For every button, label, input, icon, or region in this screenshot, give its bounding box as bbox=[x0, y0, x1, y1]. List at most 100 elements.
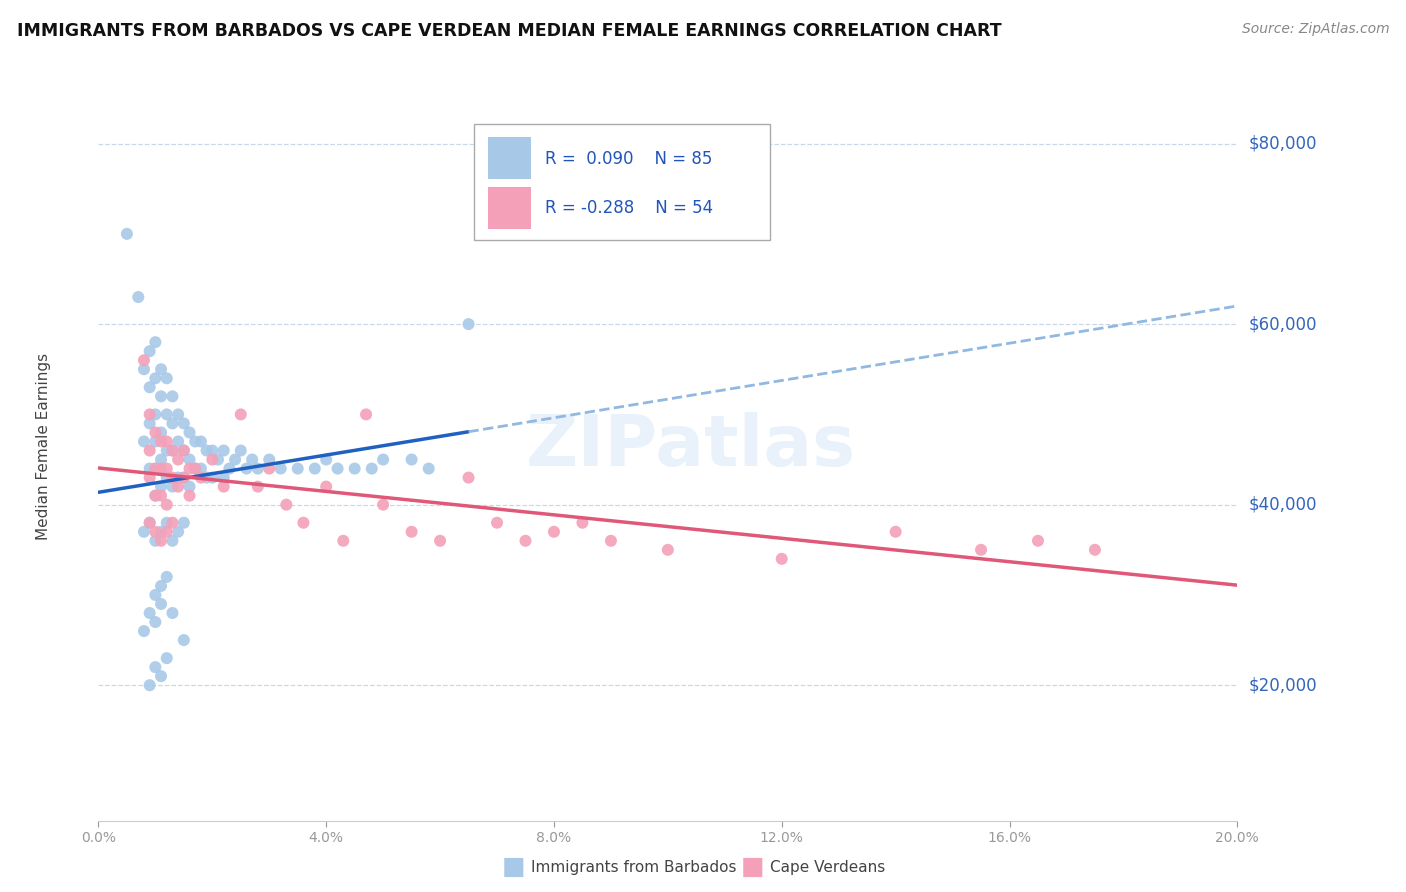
Point bbox=[132, 624, 155, 638]
Point bbox=[543, 524, 565, 539]
Point bbox=[167, 480, 190, 494]
Text: Cape Verdeans: Cape Verdeans bbox=[770, 860, 886, 874]
Point bbox=[179, 480, 201, 494]
Point bbox=[218, 461, 240, 475]
Text: Immigrants from Barbados: Immigrants from Barbados bbox=[531, 860, 737, 874]
Point bbox=[150, 669, 173, 683]
Point bbox=[315, 452, 337, 467]
Point bbox=[229, 408, 252, 422]
Point bbox=[212, 443, 235, 458]
Point bbox=[156, 443, 179, 458]
Point bbox=[162, 443, 184, 458]
Point bbox=[270, 461, 292, 475]
Point bbox=[201, 443, 224, 458]
Point bbox=[138, 443, 160, 458]
Point bbox=[138, 344, 160, 359]
Text: $60,000: $60,000 bbox=[1249, 315, 1317, 333]
Point bbox=[138, 417, 160, 431]
Point bbox=[190, 470, 212, 484]
Point bbox=[224, 452, 246, 467]
Point bbox=[145, 335, 167, 350]
Point bbox=[401, 452, 423, 467]
Point bbox=[246, 480, 269, 494]
Point bbox=[156, 651, 179, 665]
Point bbox=[240, 452, 263, 467]
FancyBboxPatch shape bbox=[488, 187, 531, 228]
FancyBboxPatch shape bbox=[474, 124, 770, 240]
Point bbox=[184, 461, 207, 475]
Point bbox=[162, 516, 184, 530]
Point bbox=[173, 470, 195, 484]
Point bbox=[173, 633, 195, 648]
Point bbox=[145, 371, 167, 385]
Point bbox=[162, 533, 184, 548]
Point bbox=[145, 660, 167, 674]
Point bbox=[246, 461, 269, 475]
Point bbox=[156, 434, 179, 449]
Text: $80,000: $80,000 bbox=[1249, 135, 1317, 153]
Point bbox=[156, 461, 179, 475]
Point bbox=[156, 498, 179, 512]
Point bbox=[145, 489, 167, 503]
Point bbox=[457, 317, 479, 331]
Point bbox=[162, 480, 184, 494]
Point bbox=[145, 588, 167, 602]
Point bbox=[770, 552, 793, 566]
Point bbox=[150, 362, 173, 376]
Point bbox=[343, 461, 366, 475]
Point bbox=[115, 227, 138, 241]
Text: ZIPatlas: ZIPatlas bbox=[526, 411, 856, 481]
Text: Source: ZipAtlas.com: Source: ZipAtlas.com bbox=[1241, 22, 1389, 37]
Point bbox=[145, 533, 167, 548]
Point bbox=[162, 417, 184, 431]
Point bbox=[162, 470, 184, 484]
Point bbox=[162, 389, 184, 403]
Point bbox=[207, 452, 229, 467]
Point bbox=[457, 470, 479, 484]
Point bbox=[145, 461, 167, 475]
Point bbox=[184, 461, 207, 475]
Point bbox=[150, 579, 173, 593]
Point bbox=[884, 524, 907, 539]
Point bbox=[150, 489, 173, 503]
Point bbox=[373, 498, 395, 512]
Point bbox=[292, 516, 315, 530]
Point bbox=[145, 524, 167, 539]
Text: R = -0.288    N = 54: R = -0.288 N = 54 bbox=[546, 200, 713, 218]
Point bbox=[970, 542, 993, 557]
Point bbox=[235, 461, 257, 475]
Point bbox=[167, 524, 190, 539]
Point bbox=[201, 452, 224, 467]
Point bbox=[145, 615, 167, 629]
Point bbox=[145, 425, 167, 440]
Point bbox=[212, 470, 235, 484]
Point bbox=[657, 542, 679, 557]
Point bbox=[360, 461, 382, 475]
Point bbox=[145, 408, 167, 422]
Point bbox=[179, 489, 201, 503]
Point bbox=[167, 470, 190, 484]
Point bbox=[162, 606, 184, 620]
Point bbox=[138, 516, 160, 530]
Point bbox=[332, 533, 354, 548]
Point bbox=[326, 461, 349, 475]
Point bbox=[600, 533, 623, 548]
Point bbox=[138, 606, 160, 620]
Point bbox=[150, 524, 173, 539]
Point bbox=[145, 489, 167, 503]
Text: $20,000: $20,000 bbox=[1249, 676, 1317, 694]
Point bbox=[212, 480, 235, 494]
Point bbox=[179, 461, 201, 475]
Point bbox=[156, 408, 179, 422]
Text: ■: ■ bbox=[502, 855, 524, 879]
FancyBboxPatch shape bbox=[488, 137, 531, 178]
Point bbox=[201, 470, 224, 484]
Point bbox=[132, 524, 155, 539]
Point bbox=[276, 498, 298, 512]
Point bbox=[287, 461, 309, 475]
Point bbox=[173, 443, 195, 458]
Point bbox=[156, 516, 179, 530]
Point bbox=[190, 434, 212, 449]
Point bbox=[515, 533, 537, 548]
Text: R =  0.090    N = 85: R = 0.090 N = 85 bbox=[546, 150, 713, 168]
